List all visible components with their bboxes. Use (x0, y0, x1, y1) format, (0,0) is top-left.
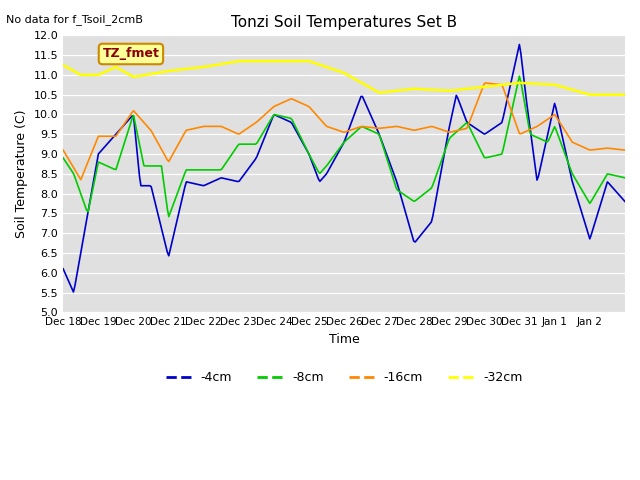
Legend: -4cm, -8cm, -16cm, -32cm: -4cm, -8cm, -16cm, -32cm (161, 366, 527, 389)
X-axis label: Time: Time (329, 333, 360, 346)
Text: No data for f_Tsoil_2cmB: No data for f_Tsoil_2cmB (6, 14, 143, 25)
Title: Tonzi Soil Temperatures Set B: Tonzi Soil Temperatures Set B (231, 15, 457, 30)
Y-axis label: Soil Temperature (C): Soil Temperature (C) (15, 109, 28, 238)
Text: TZ_fmet: TZ_fmet (102, 48, 159, 60)
